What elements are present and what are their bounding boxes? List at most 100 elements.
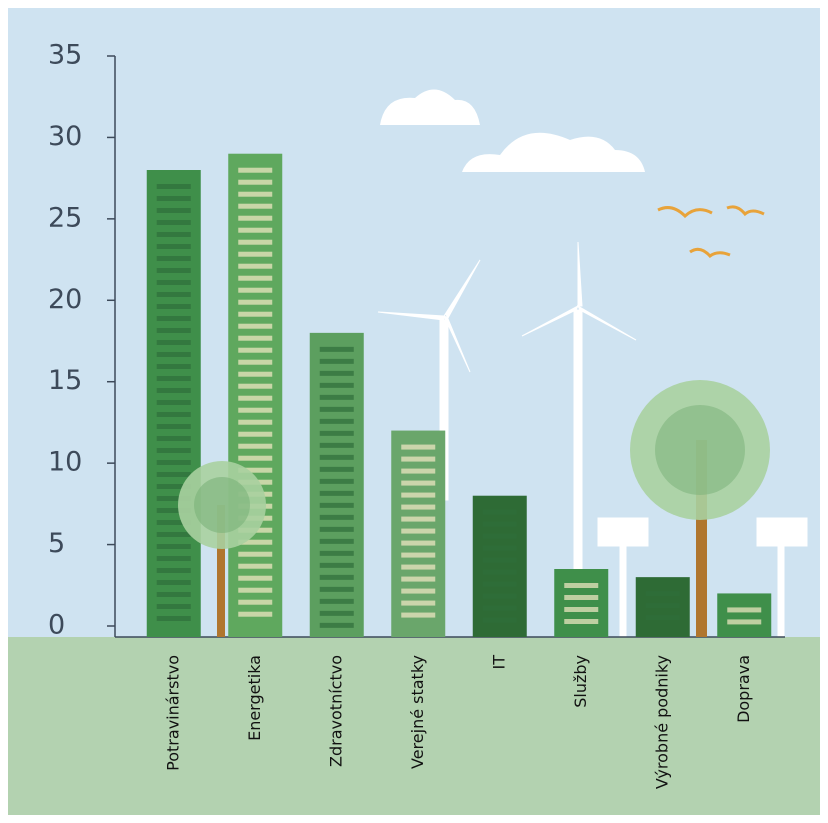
window (482, 533, 517, 539)
window (238, 347, 273, 353)
window (319, 526, 354, 532)
x-tick-label: Doprava (734, 655, 753, 723)
window (238, 299, 273, 305)
window (156, 472, 191, 477)
window (156, 292, 191, 297)
window (156, 604, 191, 609)
window (156, 244, 191, 249)
window (645, 603, 680, 609)
window (319, 550, 354, 556)
window (156, 568, 191, 573)
window (319, 442, 354, 448)
window (319, 598, 354, 604)
window (564, 619, 599, 624)
window (401, 576, 436, 582)
window (319, 622, 354, 628)
window (238, 227, 273, 233)
window (319, 490, 354, 496)
window (727, 619, 762, 625)
window (156, 448, 191, 453)
y-tick-label: 5 (48, 528, 65, 559)
window (156, 184, 191, 189)
window (238, 599, 273, 605)
window (645, 615, 680, 621)
window (156, 340, 191, 345)
window (401, 492, 436, 498)
window (238, 203, 273, 209)
window (401, 588, 436, 594)
window (238, 323, 273, 329)
window (319, 346, 354, 352)
window (156, 256, 191, 261)
window (156, 268, 191, 273)
window (727, 607, 762, 613)
window (238, 191, 273, 197)
window (238, 539, 273, 545)
x-tick-label: IT (489, 655, 508, 670)
bar (472, 495, 527, 637)
window (238, 395, 273, 401)
window (401, 504, 436, 510)
window (238, 443, 273, 449)
y-tick-label: 20 (48, 284, 82, 315)
window (156, 328, 191, 333)
window (401, 540, 436, 546)
window (482, 569, 517, 575)
window (238, 551, 273, 557)
window (401, 564, 436, 570)
window (482, 509, 517, 515)
window (238, 419, 273, 425)
window (238, 167, 273, 173)
window (156, 436, 191, 441)
window (156, 196, 191, 201)
window (401, 528, 436, 534)
window (319, 382, 354, 388)
window (482, 581, 517, 587)
window (156, 352, 191, 357)
window (319, 538, 354, 544)
window (156, 232, 191, 237)
window (156, 580, 191, 585)
window (401, 480, 436, 486)
y-tick-label: 30 (48, 121, 82, 152)
x-tick-label: Služby (571, 655, 590, 708)
y-tick-label: 10 (48, 447, 82, 478)
birds (657, 205, 765, 259)
window (564, 595, 599, 600)
window (319, 418, 354, 424)
window (156, 400, 191, 405)
window (156, 532, 191, 537)
window (156, 496, 191, 501)
window (156, 304, 191, 309)
window (401, 456, 436, 462)
x-tick-label: Výrobné podniky (652, 655, 671, 789)
window (401, 600, 436, 606)
window (319, 358, 354, 364)
window (319, 454, 354, 460)
clouds (380, 89, 645, 172)
window (238, 239, 273, 245)
window (564, 607, 599, 612)
window (156, 424, 191, 429)
window (238, 335, 273, 341)
window (401, 516, 436, 522)
ground (8, 637, 820, 815)
window (564, 583, 599, 588)
y-tick-label: 15 (48, 365, 82, 396)
window (319, 574, 354, 580)
window (401, 552, 436, 558)
bars (146, 153, 772, 637)
x-tick-label: Verejné statky (408, 655, 427, 769)
window (238, 263, 273, 269)
window (238, 575, 273, 581)
window (156, 316, 191, 321)
window (238, 311, 273, 317)
window (156, 484, 191, 489)
x-tick-label: Energetika (245, 655, 264, 741)
y-tick-label: 35 (48, 40, 82, 71)
window (401, 468, 436, 474)
window (238, 611, 273, 617)
window (238, 587, 273, 593)
